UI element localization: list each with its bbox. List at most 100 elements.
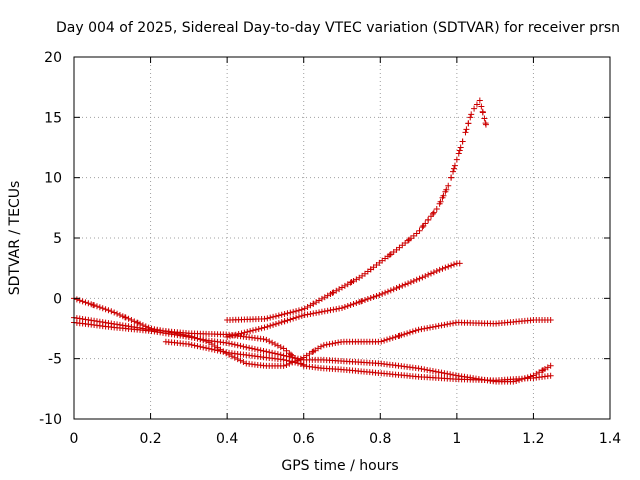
- data-point: [358, 298, 365, 305]
- data-point: [429, 323, 436, 330]
- data-point: [450, 320, 457, 327]
- data-point: [237, 342, 244, 349]
- data-point: [416, 227, 423, 234]
- data-point: [321, 308, 328, 315]
- data-point: [361, 297, 368, 304]
- data-point: [445, 182, 452, 189]
- data-point: [284, 310, 291, 317]
- data-point: [85, 300, 92, 307]
- x-axis-label: GPS time / hours: [281, 458, 398, 474]
- data-point: [238, 330, 245, 337]
- data-point: [274, 342, 281, 349]
- data-point: [437, 198, 444, 205]
- data-point: [448, 174, 455, 181]
- data-point: [447, 371, 454, 378]
- data-point: [263, 336, 270, 343]
- data-point: [278, 311, 285, 318]
- data-point: [257, 347, 264, 354]
- data-point: [266, 349, 273, 356]
- data-point: [547, 362, 554, 369]
- x-tick-label: 1.4: [599, 431, 621, 447]
- data-point: [448, 262, 455, 269]
- data-point: [269, 339, 276, 346]
- data-point: [272, 341, 278, 348]
- data-point: [261, 315, 268, 322]
- data-point: [444, 321, 451, 328]
- data-point: [424, 366, 431, 373]
- data-point: [114, 310, 121, 317]
- data-point: [348, 279, 355, 286]
- data-point: [286, 358, 293, 365]
- data-point: [478, 103, 485, 110]
- data-point: [471, 105, 478, 112]
- data-point: [467, 114, 474, 121]
- series-sat-e: [71, 319, 554, 385]
- data-point: [445, 263, 452, 270]
- data-point: [409, 328, 416, 335]
- data-point: [420, 222, 427, 229]
- data-point: [131, 318, 138, 325]
- data-point: [289, 358, 296, 365]
- data-point: [228, 341, 235, 348]
- data-point: [316, 309, 323, 316]
- data-point: [457, 144, 464, 151]
- data-point: [217, 348, 224, 355]
- data-point: [241, 329, 248, 336]
- data-point: [422, 273, 429, 280]
- data-point: [367, 266, 374, 273]
- data-point: [223, 339, 230, 346]
- data-point: [373, 293, 380, 300]
- data-point: [432, 368, 439, 375]
- data-point: [332, 340, 339, 347]
- data-point: [275, 320, 282, 327]
- data-point: [327, 307, 334, 314]
- data-point: [139, 322, 146, 329]
- data-point: [105, 307, 112, 314]
- data-point: [261, 324, 268, 331]
- data-point: [294, 360, 301, 367]
- data-point: [234, 356, 241, 363]
- data-point: [185, 333, 192, 340]
- data-point: [389, 334, 396, 341]
- data-point: [304, 311, 311, 318]
- data-point: [518, 376, 525, 383]
- data-point: [191, 342, 198, 349]
- data-point: [293, 308, 300, 315]
- series-sat-b: [224, 260, 463, 340]
- data-point: [185, 341, 192, 348]
- data-point: [344, 302, 351, 309]
- data-point: [281, 318, 288, 325]
- data-point: [406, 329, 413, 336]
- data-point: [280, 362, 287, 369]
- data-point: [524, 374, 531, 381]
- data-point: [399, 282, 406, 289]
- data-point: [540, 367, 546, 374]
- data-point: [435, 322, 442, 329]
- data-point: [396, 332, 403, 339]
- data-point: [264, 315, 271, 322]
- data-point: [73, 296, 80, 303]
- data-point: [317, 343, 324, 350]
- data-point: [249, 345, 256, 352]
- data-point: [318, 308, 325, 315]
- data-point: [134, 319, 141, 326]
- data-point: [370, 294, 377, 301]
- y-tick-label: 20: [44, 50, 62, 66]
- data-point: [415, 365, 422, 372]
- data-point: [255, 325, 262, 332]
- y-tick-label: -5: [48, 352, 62, 368]
- data-point: [513, 377, 520, 384]
- data-point: [341, 303, 348, 310]
- data-point: [307, 310, 314, 317]
- data-point: [270, 313, 277, 320]
- data-point: [267, 322, 274, 329]
- data-point: [401, 331, 408, 338]
- y-tick-labels: -10 -5 0 5 10 15 20: [39, 50, 62, 428]
- data-point: [427, 324, 434, 331]
- data-point: [339, 304, 345, 311]
- data-point: [90, 301, 97, 308]
- data-point: [272, 350, 278, 357]
- data-point: [476, 97, 483, 104]
- data-point: [295, 307, 302, 314]
- x-tick-label: 0.2: [139, 431, 161, 447]
